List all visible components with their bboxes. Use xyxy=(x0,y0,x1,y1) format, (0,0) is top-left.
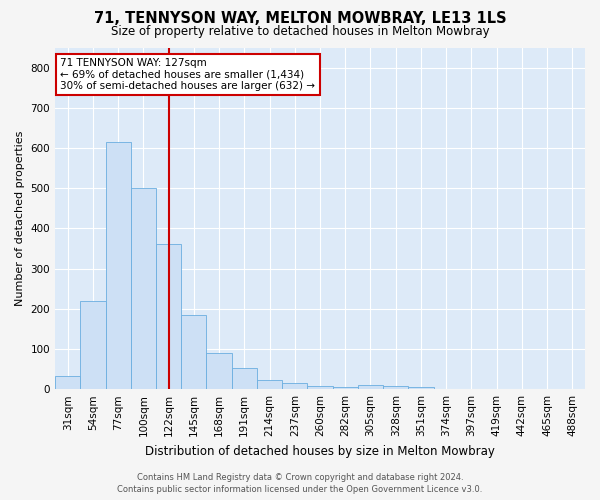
Bar xyxy=(55,376,80,389)
Bar xyxy=(257,380,282,389)
Bar xyxy=(156,244,181,389)
Text: Size of property relative to detached houses in Melton Mowbray: Size of property relative to detached ho… xyxy=(110,24,490,38)
Bar xyxy=(358,385,383,389)
Text: Contains HM Land Registry data © Crown copyright and database right 2024.
Contai: Contains HM Land Registry data © Crown c… xyxy=(118,472,482,494)
Bar xyxy=(383,386,409,389)
Text: 71 TENNYSON WAY: 127sqm
← 69% of detached houses are smaller (1,434)
30% of semi: 71 TENNYSON WAY: 127sqm ← 69% of detache… xyxy=(61,58,316,91)
Bar xyxy=(106,142,131,389)
Bar xyxy=(282,382,307,389)
Bar xyxy=(232,368,257,389)
Bar xyxy=(307,386,332,389)
Bar xyxy=(206,353,232,389)
Bar xyxy=(409,387,434,389)
Y-axis label: Number of detached properties: Number of detached properties xyxy=(15,130,25,306)
Bar xyxy=(181,315,206,389)
Bar xyxy=(131,188,156,389)
X-axis label: Distribution of detached houses by size in Melton Mowbray: Distribution of detached houses by size … xyxy=(145,444,495,458)
Text: 71, TENNYSON WAY, MELTON MOWBRAY, LE13 1LS: 71, TENNYSON WAY, MELTON MOWBRAY, LE13 1… xyxy=(94,11,506,26)
Bar xyxy=(80,300,106,389)
Bar xyxy=(332,387,358,389)
